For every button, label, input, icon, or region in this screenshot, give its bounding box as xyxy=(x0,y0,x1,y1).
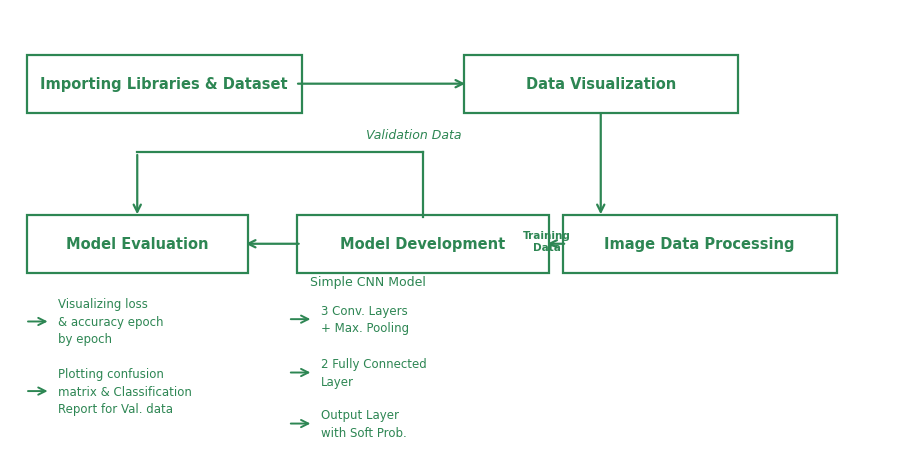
FancyBboxPatch shape xyxy=(27,56,302,113)
Text: Plotting confusion
matrix & Classification
Report for Val. data: Plotting confusion matrix & Classificati… xyxy=(58,367,193,415)
Text: Image Data Processing: Image Data Processing xyxy=(605,237,795,252)
Text: Output Layer
with Soft Prob.: Output Layer with Soft Prob. xyxy=(321,408,407,439)
Text: Validation Data: Validation Data xyxy=(366,128,462,141)
FancyBboxPatch shape xyxy=(562,215,837,273)
FancyBboxPatch shape xyxy=(464,56,738,113)
Text: Model Development: Model Development xyxy=(340,237,506,252)
Text: Data Visualization: Data Visualization xyxy=(526,77,676,92)
Text: Simple CNN Model: Simple CNN Model xyxy=(310,275,427,288)
FancyBboxPatch shape xyxy=(297,215,549,273)
Text: Importing Libraries & Dataset: Importing Libraries & Dataset xyxy=(40,77,288,92)
Text: Visualizing loss
& accuracy epoch
by epoch: Visualizing loss & accuracy epoch by epo… xyxy=(58,298,164,346)
FancyBboxPatch shape xyxy=(27,215,248,273)
Text: Model Evaluation: Model Evaluation xyxy=(66,237,209,252)
Text: 3 Conv. Layers
+ Max. Pooling: 3 Conv. Layers + Max. Pooling xyxy=(321,304,410,335)
Text: Training
Data: Training Data xyxy=(523,231,572,252)
Text: 2 Fully Connected
Layer: 2 Fully Connected Layer xyxy=(321,357,428,388)
